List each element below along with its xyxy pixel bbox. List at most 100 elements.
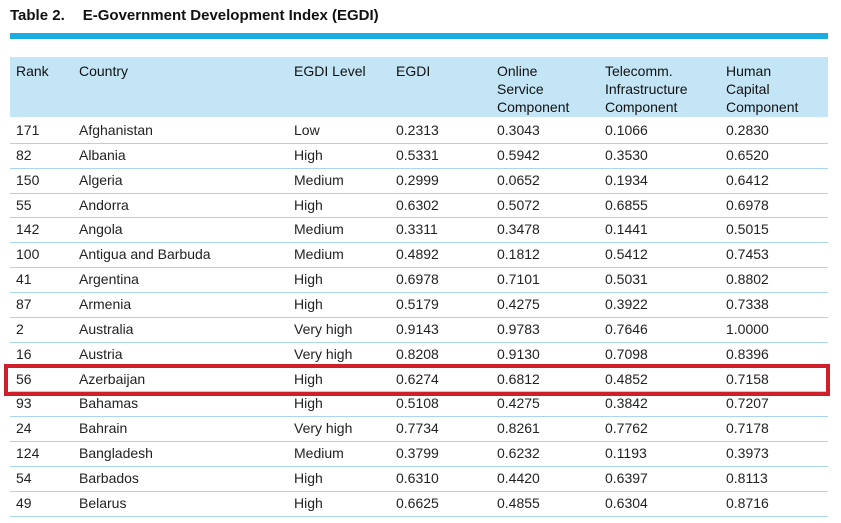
table-cell: 0.5942 — [497, 146, 540, 163]
table-cell: 0.3973 — [726, 445, 769, 462]
table-cell: 0.6978 — [396, 271, 439, 288]
table-cell: 0.5015 — [726, 221, 769, 238]
table-cell: 87 — [16, 295, 32, 312]
row-separator — [10, 441, 828, 443]
column-header: Component — [726, 99, 799, 115]
table-cell: 100 — [16, 246, 40, 263]
table-cell: 0.3530 — [605, 146, 648, 163]
column-header: Infrastructure — [605, 81, 688, 97]
row-separator — [10, 217, 828, 219]
column-header: Component — [605, 99, 678, 115]
column-header: Service — [497, 81, 544, 97]
table-cell: 0.6397 — [605, 469, 648, 486]
header-background — [10, 57, 828, 117]
table-cell: 0.3922 — [605, 295, 648, 312]
table-cell: 0.6274 — [396, 370, 439, 387]
row-separator — [10, 416, 828, 418]
table-cell: 0.7762 — [605, 420, 648, 437]
table-cell: 0.4275 — [497, 395, 540, 412]
table-cell: Australia — [79, 320, 134, 337]
table-cell: 93 — [16, 395, 32, 412]
row-separator — [10, 465, 828, 467]
title-rule — [10, 33, 828, 39]
table-cell: High — [294, 494, 323, 511]
table-cell: 0.7101 — [497, 271, 540, 288]
row-separator — [10, 142, 828, 144]
table-cell: 0.8396 — [726, 345, 769, 362]
table-cell: 1.0000 — [726, 320, 769, 337]
column-header: Human — [726, 63, 772, 79]
table-cell: Medium — [294, 221, 344, 238]
row-separator — [10, 192, 828, 194]
row-separator — [10, 316, 828, 318]
table-cell: High — [294, 146, 323, 163]
table-cell: 142 — [16, 221, 40, 238]
table-cell: 0.5031 — [605, 271, 648, 288]
table-cell: 0.2313 — [396, 122, 439, 138]
row-separator — [10, 167, 828, 169]
table-cell: High — [294, 370, 323, 387]
table-cell: 0.7158 — [726, 370, 769, 387]
table-cell: 0.6412 — [726, 171, 769, 188]
title-text: E-Government Development Index (EGDI) — [82, 7, 379, 24]
table-cell: 0.1441 — [605, 221, 648, 238]
table-cell: 0.4855 — [497, 494, 540, 511]
table-cell: High — [294, 271, 323, 288]
column-header: Rank — [16, 63, 49, 79]
table-cell: 0.5072 — [497, 196, 540, 213]
table-cell: Angola — [79, 221, 123, 238]
table-cell: 0.6302 — [396, 196, 439, 213]
column-header: Capital — [726, 81, 770, 97]
table-cell: High — [294, 295, 323, 312]
table-cell: 0.3799 — [396, 445, 439, 462]
table-cell: High — [294, 469, 323, 486]
table-cell: 55 — [16, 196, 32, 213]
table-cell: 0.3842 — [605, 395, 648, 412]
row-separator — [10, 291, 828, 293]
table-cell: 0.8208 — [396, 345, 439, 362]
table-cell: 0.1066 — [605, 122, 648, 138]
table-cell: 0.5412 — [605, 246, 648, 263]
table-cell: Albania — [79, 146, 126, 163]
table-cell: 0.4892 — [396, 246, 439, 263]
table-cell: 49 — [16, 494, 32, 511]
table-cell: 0.5108 — [396, 395, 439, 412]
table-cell: 16 — [16, 345, 32, 362]
table-cell: Bahamas — [79, 395, 139, 412]
row-separator — [10, 267, 828, 269]
table-cell: 0.4852 — [605, 370, 648, 387]
table-cell: Algeria — [79, 171, 123, 188]
table-cell: 0.1193 — [605, 445, 647, 462]
table-cell: Belarus — [79, 494, 127, 511]
highlight-box — [4, 363, 830, 397]
row-separator — [10, 341, 828, 343]
table-cell: 0.4275 — [497, 295, 540, 312]
table-cell: 0.7453 — [726, 246, 769, 263]
row-separator — [10, 391, 828, 393]
table-cell: 0.7734 — [396, 420, 439, 437]
table-cell: 0.3478 — [497, 221, 540, 238]
table-cell: 0.8113 — [726, 469, 768, 486]
column-header: EGDI — [396, 63, 431, 79]
table-cell: Barbados — [79, 469, 139, 486]
row-separator — [10, 490, 828, 492]
table-cell: 2 — [16, 320, 24, 337]
table-cell: 0.8716 — [726, 494, 769, 511]
table-title: Table 2. E-Government Development Index (… — [10, 7, 397, 24]
column-header: Online — [497, 63, 538, 79]
table-cell: Antigua and Barbuda — [79, 246, 211, 263]
table-cell: 0.6625 — [396, 494, 439, 511]
table-cell: 82 — [16, 146, 32, 163]
column-header: EGDI Level — [294, 63, 366, 79]
row-separator — [10, 515, 828, 517]
table-cell: 0.7207 — [726, 395, 769, 412]
table-cell: Azerbaijan — [79, 370, 146, 387]
table-cell: 0.1934 — [605, 171, 648, 188]
table-cell: 0.7178 — [726, 420, 769, 437]
column-header: Country — [79, 63, 129, 79]
table-cell: 0.9783 — [497, 320, 540, 337]
table-cell: 0.9143 — [396, 320, 439, 337]
table-cell: 0.6232 — [497, 445, 540, 462]
table-cell: 0.6812 — [497, 370, 540, 387]
